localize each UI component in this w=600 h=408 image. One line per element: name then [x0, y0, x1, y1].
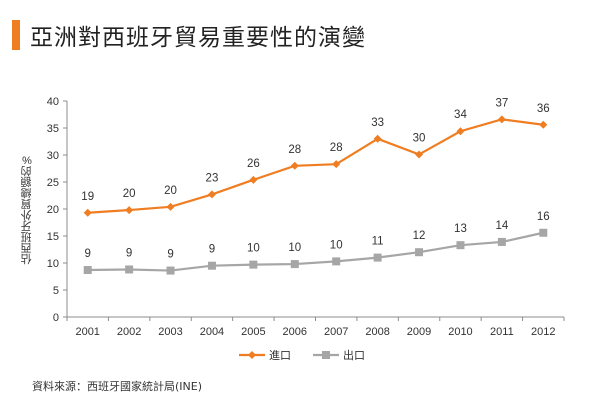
y-tick-label: 5	[53, 285, 59, 297]
export-data-label: 13	[454, 223, 467, 235]
export-data-label: 14	[495, 220, 508, 232]
legend-export-label: 出口	[343, 348, 365, 362]
x-tick-label: 2001	[75, 326, 99, 338]
import-data-label: 36	[537, 103, 550, 115]
export-point	[249, 260, 258, 269]
y-tick-label: 25	[47, 177, 59, 189]
import-data-label: 26	[247, 158, 260, 170]
x-tick-label: 2011	[490, 326, 514, 338]
y-axis-label: 佔西班牙外貿總額的%	[21, 154, 34, 266]
export-data-label: 10	[288, 242, 301, 254]
legend-export-marker	[322, 351, 330, 359]
export-point	[456, 241, 465, 250]
export-data-label: 10	[330, 239, 343, 251]
x-tick-label: 2004	[200, 326, 224, 338]
import-point	[456, 127, 465, 136]
import-point	[539, 120, 548, 129]
import-point	[166, 202, 175, 211]
export-point	[207, 261, 216, 270]
x-tick-label: 2007	[324, 326, 348, 338]
export-point	[497, 237, 506, 246]
import-series-line	[87, 118, 544, 214]
import-point	[207, 190, 216, 199]
import-data-label: 19	[81, 191, 94, 203]
export-point	[415, 248, 424, 257]
export-data-label: 9	[85, 248, 91, 260]
import-point	[497, 115, 506, 124]
import-point	[415, 150, 424, 159]
y-tick-label: 0	[53, 312, 59, 324]
import-data-label: 23	[206, 172, 219, 184]
export-data-label: 11	[372, 236, 384, 248]
import-point	[373, 134, 382, 143]
y-tick-label: 40	[47, 96, 59, 108]
x-tick-label: 2003	[158, 326, 182, 338]
x-tick-label: 2012	[531, 326, 555, 338]
import-point	[290, 161, 299, 170]
legend-import-label: 進口	[269, 349, 291, 362]
export-point	[373, 253, 382, 262]
x-tick-label: 2009	[407, 326, 431, 338]
source-note: 資料來源：西班牙國家統計局(INE)	[32, 380, 203, 393]
import-data-label: 37	[495, 97, 508, 109]
export-series-line	[87, 231, 544, 272]
import-data-label: 28	[330, 142, 343, 154]
x-tick-label: 2008	[365, 326, 389, 338]
export-data-label: 9	[167, 249, 173, 261]
y-tick-label: 15	[47, 231, 59, 243]
title-accent-bar	[12, 20, 20, 50]
export-point	[539, 228, 548, 237]
page-title: 亞洲對西班牙貿易重要性的演變	[30, 25, 366, 51]
x-tick-label: 2005	[241, 326, 265, 338]
export-data-label: 9	[209, 244, 215, 256]
y-tick-label: 35	[47, 123, 59, 135]
import-data-label: 30	[413, 132, 426, 144]
y-tick-label: 30	[47, 150, 59, 162]
export-data-label: 9	[126, 247, 132, 259]
export-point	[290, 260, 299, 269]
x-tick-label: 2010	[448, 326, 472, 338]
export-point	[125, 265, 134, 274]
legend-import-marker	[248, 351, 256, 359]
import-data-label: 20	[164, 185, 177, 197]
import-data-label: 20	[123, 188, 136, 200]
export-point	[83, 266, 92, 275]
import-point	[83, 208, 92, 217]
import-point	[125, 206, 134, 215]
x-tick-label: 2002	[117, 326, 141, 338]
import-data-label: 34	[454, 109, 467, 121]
import-point	[249, 175, 258, 184]
export-data-label: 12	[413, 230, 426, 242]
import-data-label: 28	[288, 144, 301, 156]
import-point	[332, 160, 341, 169]
export-data-label: 16	[537, 211, 550, 223]
import-data-label: 33	[371, 117, 384, 129]
export-point	[166, 266, 175, 275]
export-data-label: 10	[247, 243, 260, 255]
y-tick-label: 20	[47, 204, 59, 216]
y-tick-label: 10	[47, 258, 59, 270]
export-point	[332, 257, 341, 266]
x-tick-label: 2006	[283, 326, 307, 338]
